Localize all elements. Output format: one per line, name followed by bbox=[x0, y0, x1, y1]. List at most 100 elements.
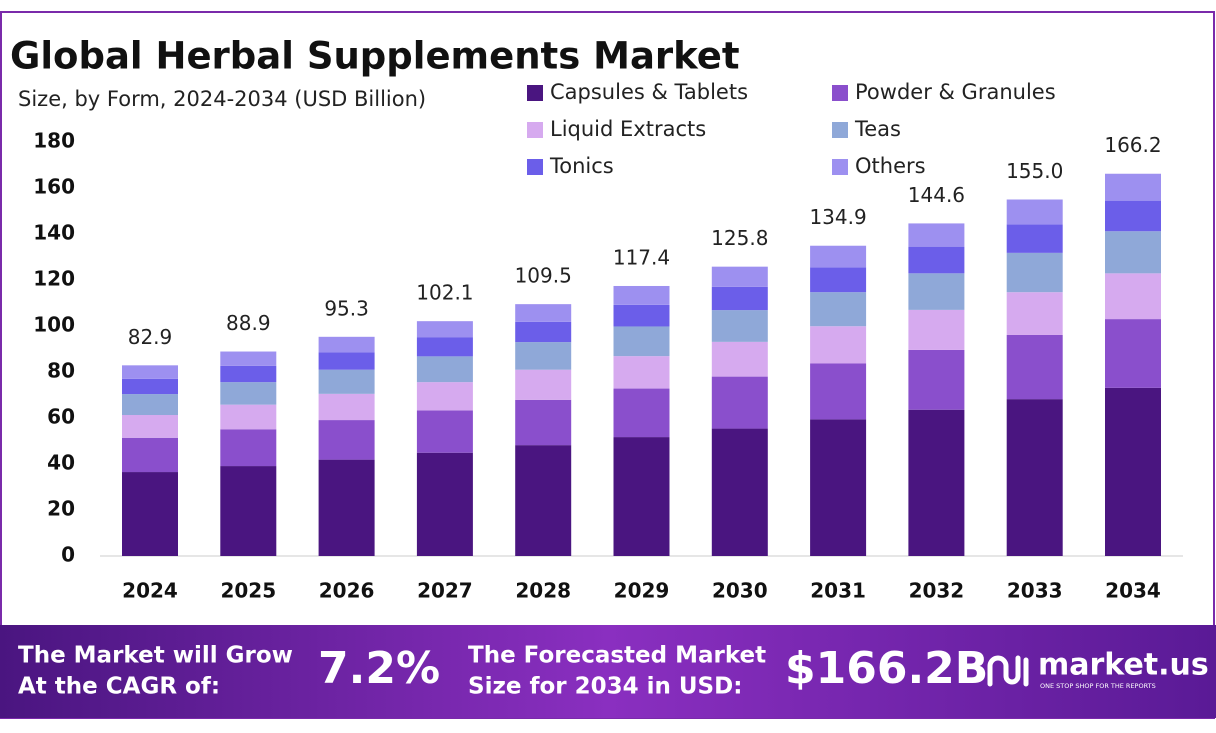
bar-segment bbox=[318, 336, 375, 353]
value-label: 134.9 bbox=[809, 205, 866, 229]
y-tick-label: 140 bbox=[33, 221, 75, 245]
bar-segment bbox=[220, 382, 277, 405]
x-tick-label: 2026 bbox=[319, 579, 375, 603]
bar-segment bbox=[1006, 399, 1063, 556]
bar-segment bbox=[1006, 292, 1063, 335]
bar-segment bbox=[515, 342, 572, 370]
legend-swatch bbox=[527, 85, 543, 101]
bar-segment bbox=[613, 437, 670, 556]
bar-segment bbox=[810, 245, 867, 268]
bar-segment bbox=[908, 246, 965, 274]
bar-segment bbox=[122, 378, 178, 395]
bar-segment bbox=[711, 266, 768, 287]
bar-segment bbox=[220, 351, 277, 366]
bar-segment bbox=[908, 349, 965, 410]
footer-text: Size for 2034 in USD: bbox=[468, 674, 742, 700]
value-label: 88.9 bbox=[226, 311, 271, 335]
footer-band bbox=[0, 625, 1216, 718]
bar-segment bbox=[515, 304, 572, 322]
bar-segment bbox=[908, 273, 965, 310]
value-label: 95.3 bbox=[324, 296, 369, 320]
value-label: 117.4 bbox=[613, 245, 670, 269]
bar-segment bbox=[515, 399, 572, 446]
bar-segment bbox=[515, 321, 572, 343]
bar-segment bbox=[1105, 319, 1161, 388]
legend-label: Capsules & Tablets bbox=[550, 80, 748, 104]
y-tick-label: 0 bbox=[61, 543, 75, 567]
legend-swatch bbox=[527, 122, 543, 138]
bar-segment bbox=[515, 445, 572, 556]
y-tick-label: 40 bbox=[47, 451, 75, 475]
chart-subtitle: Size, by Form, 2024-2034 (USD Billion) bbox=[18, 87, 426, 111]
brand-logo bbox=[987, 655, 1029, 687]
bar-segment bbox=[416, 382, 473, 411]
bar-segment bbox=[1105, 173, 1161, 201]
bar-segment bbox=[122, 365, 178, 379]
bar-segment bbox=[122, 472, 178, 556]
bar-segment bbox=[711, 286, 768, 311]
bar-segment bbox=[416, 356, 473, 383]
bar-segment bbox=[220, 429, 277, 467]
value-label: 102.1 bbox=[416, 281, 473, 305]
bar-segment bbox=[1006, 224, 1063, 253]
value-label: 144.6 bbox=[908, 183, 965, 207]
legend-label: Liquid Extracts bbox=[550, 117, 706, 141]
bar-segment bbox=[318, 420, 375, 460]
x-tick-label: 2029 bbox=[614, 579, 670, 603]
y-tick-label: 120 bbox=[33, 267, 75, 291]
bar-segment bbox=[220, 365, 277, 383]
bar-segment bbox=[416, 410, 473, 453]
bar-segment bbox=[613, 285, 670, 305]
bar-segment bbox=[613, 304, 670, 327]
bar-segment bbox=[220, 466, 277, 556]
y-tick-label: 60 bbox=[47, 405, 75, 429]
x-tick-label: 2024 bbox=[122, 579, 178, 603]
bar-segment bbox=[1105, 387, 1161, 556]
bar-segment bbox=[613, 356, 670, 389]
y-tick-label: 100 bbox=[33, 313, 75, 337]
legend-swatch bbox=[832, 122, 848, 138]
bar-segment bbox=[122, 415, 178, 438]
x-tick-label: 2030 bbox=[712, 579, 768, 603]
value-label: 155.0 bbox=[1006, 159, 1063, 183]
bar-segment bbox=[1105, 231, 1161, 274]
y-tick-label: 160 bbox=[33, 175, 75, 199]
x-tick-label: 2033 bbox=[1007, 579, 1063, 603]
bar-segment bbox=[613, 388, 670, 438]
bar-segment bbox=[810, 292, 867, 327]
y-tick-label: 180 bbox=[33, 129, 75, 153]
bar-segment bbox=[1006, 334, 1063, 400]
x-tick-label: 2034 bbox=[1105, 579, 1161, 603]
x-tick-label: 2031 bbox=[810, 579, 866, 603]
bar-segment bbox=[416, 321, 473, 338]
x-tick-label: 2027 bbox=[417, 579, 473, 603]
legend-swatch bbox=[527, 159, 543, 175]
bar-segment bbox=[416, 337, 473, 357]
bar-segment bbox=[711, 341, 768, 377]
bar-segment bbox=[122, 437, 178, 473]
bar-segment bbox=[711, 376, 768, 429]
bar-segment bbox=[810, 419, 867, 556]
bar-segment bbox=[318, 352, 375, 370]
x-tick-label: 2032 bbox=[909, 579, 965, 603]
bar-segment bbox=[1105, 200, 1161, 232]
bar-segment bbox=[613, 326, 670, 357]
footer-text: The Forecasted Market bbox=[468, 643, 766, 669]
bar-segment bbox=[1006, 252, 1063, 293]
bar-segment bbox=[515, 369, 572, 400]
legend-label: Others bbox=[855, 154, 926, 178]
bar-segment bbox=[810, 363, 867, 420]
chart-title: Global Herbal Supplements Market bbox=[10, 35, 740, 78]
bar-segment bbox=[1105, 273, 1161, 320]
brand-tagline: ONE STOP SHOP FOR THE REPORTS bbox=[1040, 682, 1156, 690]
bar-segment bbox=[810, 267, 867, 293]
x-tick-label: 2028 bbox=[515, 579, 571, 603]
value-label: 166.2 bbox=[1104, 133, 1161, 157]
bar-segment bbox=[318, 393, 375, 421]
footer-value: 7.2% bbox=[318, 643, 440, 694]
footer-text: The Market will Grow bbox=[18, 643, 293, 669]
bar-segment bbox=[908, 309, 965, 350]
footer-text: At the CAGR of: bbox=[18, 674, 220, 700]
footer-value: $166.2B bbox=[785, 643, 988, 694]
